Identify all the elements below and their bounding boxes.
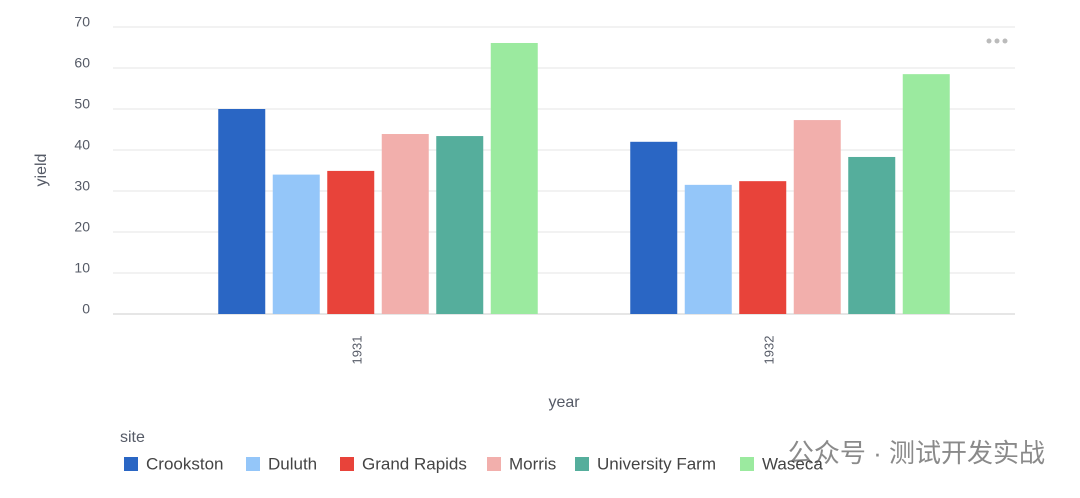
y-tick-label: 20 [74, 219, 90, 235]
bar [793, 120, 841, 314]
legend-swatch [246, 457, 260, 471]
x-tick-label: 1931 [349, 336, 364, 365]
y-tick-label: 60 [74, 55, 90, 71]
legend-label: Duluth [268, 454, 317, 473]
bar [739, 181, 787, 314]
legend-swatch [124, 457, 138, 471]
legend-label: Grand Rapids [362, 454, 467, 473]
x-tick-label: 1932 [761, 336, 776, 365]
y-tick-label: 10 [74, 260, 90, 276]
menu-icon[interactable] [986, 38, 1008, 44]
legend-swatch [487, 457, 501, 471]
legend-title: site [120, 429, 145, 446]
bar [381, 134, 429, 314]
legend-label: Waseca [762, 454, 823, 473]
bar [327, 170, 375, 314]
y-tick-label: 40 [74, 137, 90, 153]
legend-label: Morris [509, 454, 556, 473]
bar [272, 174, 320, 314]
watermark: 公众号 · 测试开发实战 [788, 438, 1045, 468]
bar [630, 141, 678, 314]
legend-swatch [340, 457, 354, 471]
bar [490, 42, 538, 315]
y-tick-label: 0 [82, 301, 90, 317]
legend-swatch [740, 457, 754, 471]
x-axis-title: year [548, 394, 580, 411]
bar [848, 156, 896, 314]
legend-swatch [575, 457, 589, 471]
y-tick-label: 70 [74, 14, 90, 30]
bar [902, 74, 950, 315]
y-tick-label: 30 [74, 178, 90, 194]
bar [436, 136, 484, 314]
bar [684, 184, 732, 314]
y-tick-label: 50 [74, 96, 90, 112]
legend-label: University Farm [597, 454, 716, 473]
y-axis-title: yield [33, 154, 50, 187]
legend-label: Crookston [146, 454, 223, 473]
bar [218, 109, 266, 314]
